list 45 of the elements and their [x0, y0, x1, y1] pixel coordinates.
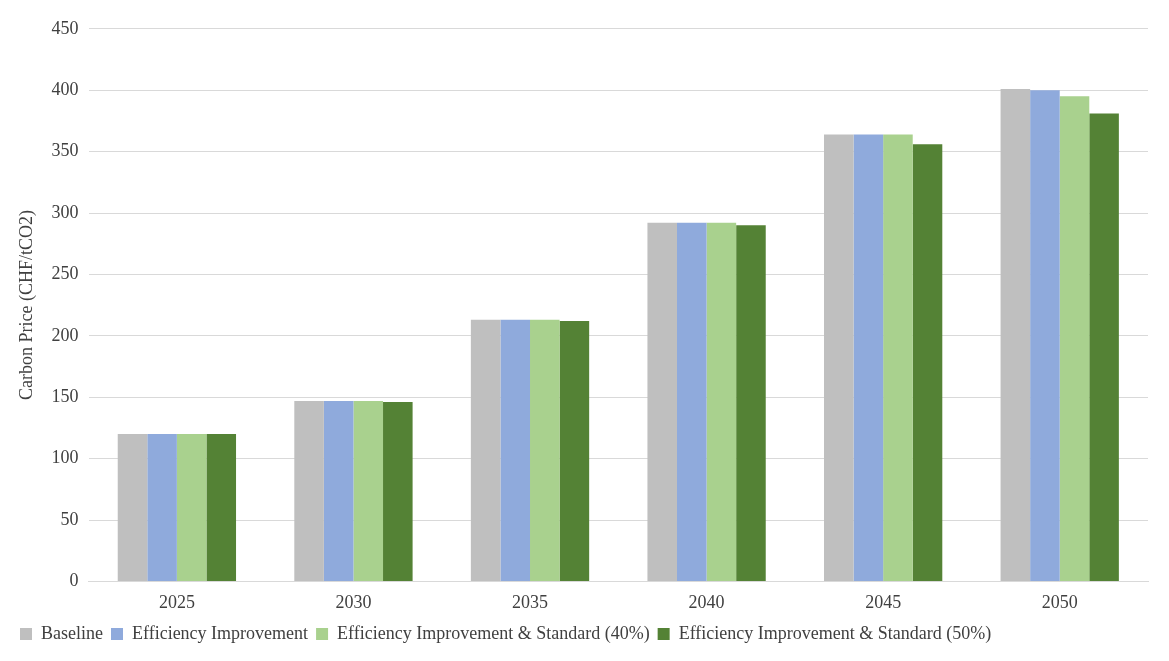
x-tick-label: 2035	[512, 591, 549, 612]
bar	[736, 225, 766, 581]
bar	[147, 434, 177, 581]
y-tick-label: 0	[69, 570, 79, 591]
legend-label: Efficiency Improvement	[131, 622, 309, 643]
legend-label: Efficiency Improvement & Standard (40%)	[337, 622, 650, 644]
x-tick-label: 2040	[688, 591, 725, 612]
bar	[176, 434, 207, 581]
y-tick-label: 200	[51, 324, 79, 345]
y-tick-label: 100	[51, 447, 79, 468]
bar	[530, 319, 560, 581]
y-tick-label: 50	[60, 508, 79, 529]
y-tick-label: 150	[51, 385, 79, 406]
y-axis-title: Carbon Price (CHF/tCO2)	[15, 210, 37, 401]
bar	[912, 144, 943, 581]
bar	[294, 400, 324, 581]
bar	[677, 222, 707, 581]
y-tick-label: 350	[51, 140, 79, 161]
bar	[647, 222, 678, 581]
bar	[1089, 113, 1119, 581]
legend-label: Baseline	[41, 622, 103, 643]
bar	[470, 319, 501, 581]
bar	[206, 434, 237, 581]
bar	[1030, 90, 1060, 581]
x-tick-label: 2045	[865, 591, 902, 612]
y-tick-label: 400	[51, 78, 79, 99]
bar	[323, 400, 354, 581]
y-tick-label: 250	[51, 263, 79, 284]
bar	[824, 134, 854, 581]
x-tick-label: 2025	[158, 591, 195, 612]
x-tick-label: 2030	[335, 591, 372, 612]
bar	[353, 400, 384, 581]
x-tick-label: 2050	[1041, 591, 1078, 612]
bar	[853, 134, 884, 581]
y-tick-label: 300	[51, 201, 79, 222]
bar	[1059, 96, 1090, 581]
bar	[1000, 88, 1031, 581]
bar	[383, 402, 413, 581]
bar	[706, 222, 737, 581]
bar	[117, 434, 148, 581]
bar	[500, 319, 531, 581]
bar	[559, 321, 590, 581]
bar	[883, 134, 913, 581]
legend-label: Efficiency Improvement & Standard (50%)	[678, 622, 992, 644]
y-tick-label: 450	[51, 17, 79, 38]
